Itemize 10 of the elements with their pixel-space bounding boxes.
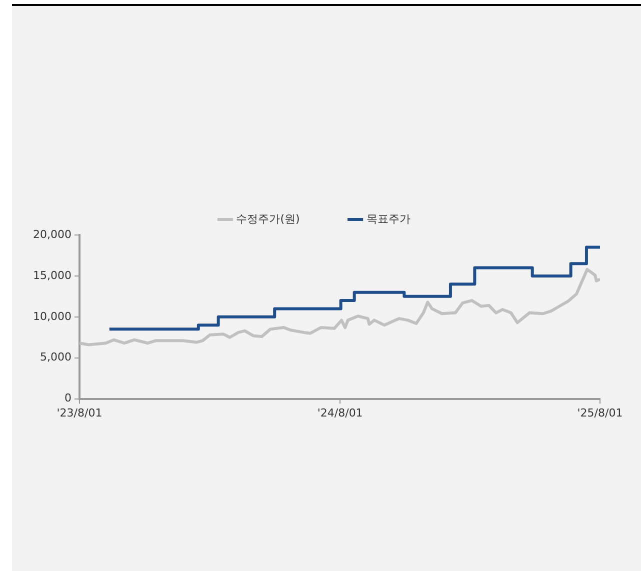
legend-label: 목표주가 — [366, 212, 410, 226]
x-tick-label: '24/8/01 — [317, 406, 363, 420]
y-tick-label: 5,000 — [40, 350, 72, 364]
legend-label: 수정주가(원) — [236, 212, 300, 226]
y-tick-label: 0 — [64, 392, 72, 405]
y-tick-label: 10,000 — [32, 310, 72, 323]
y-tick-label: 20,000 — [32, 228, 72, 241]
x-tick-label: '25/8/01 — [577, 406, 623, 420]
y-tick-label: 15,000 — [32, 268, 72, 282]
x-tick-label: '23/8/01 — [56, 406, 102, 420]
